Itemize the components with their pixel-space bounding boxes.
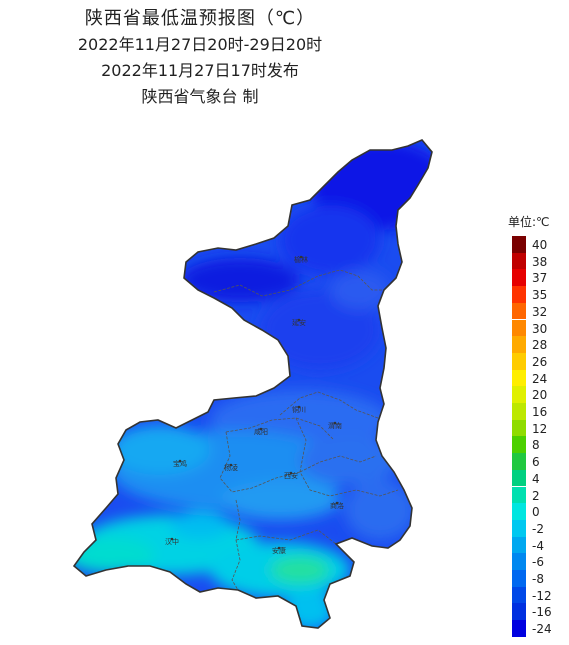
city-label-yanan: 延安 — [292, 318, 306, 327]
legend-swatch — [512, 252, 526, 270]
city-label-baoji: 宝鸡 — [173, 459, 187, 468]
legend-label: 37 — [532, 271, 548, 286]
legend-label: -2 — [532, 521, 544, 536]
legend-swatch — [512, 436, 526, 454]
legend-swatch — [512, 586, 526, 604]
city-markers — [170, 255, 339, 550]
forecast-period: 2022年11月27日20时-29日20时 — [77, 35, 323, 54]
legend-swatch — [512, 403, 526, 420]
legend-label: -24 — [532, 622, 552, 637]
legend-label: 4 — [532, 471, 540, 486]
title-block: 陕西省最低温预报图（℃） 2022年11月27日20时-29日20时 2022年… — [0, 6, 400, 110]
legend-swatch — [512, 503, 526, 520]
city-label-weinan: 渭南 — [328, 421, 342, 430]
legend-swatch — [512, 286, 526, 303]
city-label-tongchuan: 铜川 — [292, 405, 306, 414]
legend-swatch — [512, 620, 526, 637]
legend-swatch — [512, 352, 526, 370]
map-title: 陕西省最低温预报图（℃） — [84, 8, 316, 29]
legend-label: 2 — [532, 488, 540, 503]
legend-label: 35 — [532, 288, 548, 303]
legend-swatch — [512, 570, 526, 587]
legend-swatch — [512, 419, 526, 437]
legend-label: 28 — [532, 338, 548, 353]
legend-swatch — [512, 553, 526, 570]
legend-swatch — [512, 536, 526, 554]
legend-label: 12 — [532, 421, 548, 436]
city-label-yangling: 杨凌 — [224, 463, 238, 472]
legend-colorbar — [512, 236, 526, 637]
legend-label: 16 — [532, 405, 548, 419]
city-label-xianyang: 咸阳 — [254, 427, 268, 436]
city-label-ankang: 安康 — [272, 546, 286, 555]
legend-swatch — [512, 453, 526, 470]
legend-label: -16 — [532, 605, 552, 620]
issue-time: 2022年11月27日17时发布 — [101, 61, 299, 80]
legend-label: -8 — [532, 572, 544, 586]
legend-label: 8 — [532, 438, 540, 453]
legend-label: -12 — [532, 588, 552, 603]
city-label-shangluo: 商洛 — [330, 501, 344, 510]
legend-label: 26 — [532, 354, 548, 369]
legend-swatch — [512, 302, 526, 320]
legend-swatch — [512, 486, 526, 504]
prefecture-boundaries — [213, 269, 399, 591]
legend-swatch — [512, 469, 526, 487]
legend-swatch — [512, 519, 526, 537]
legend-label: 30 — [532, 321, 548, 336]
legend-swatch — [512, 369, 526, 387]
legend-label: 24 — [532, 371, 548, 386]
legend-swatch — [512, 603, 526, 621]
legend-label: 0 — [532, 505, 540, 520]
city-label-yulin: 榆林 — [294, 255, 308, 264]
issuer: 陕西省气象台 制 — [141, 87, 259, 106]
legend-unit: 单位:℃ — [508, 215, 550, 229]
city-label-xian: 西安 — [284, 471, 298, 480]
city-label-hanzhong: 汉中 — [165, 537, 179, 546]
legend-label: 6 — [532, 455, 540, 470]
legend-label: 40 — [532, 238, 548, 252]
legend-swatch — [512, 386, 526, 403]
legend-swatch — [512, 319, 526, 337]
legend-swatch — [512, 269, 526, 287]
legend-label: 38 — [532, 254, 548, 269]
legend-label: 32 — [532, 304, 548, 319]
legend-label: -4 — [532, 538, 544, 553]
legend-swatch — [512, 236, 526, 253]
legend-swatch — [512, 336, 526, 353]
legend-label: -6 — [532, 555, 544, 570]
temperature-field — [74, 140, 432, 628]
legend-label: 20 — [532, 388, 548, 403]
